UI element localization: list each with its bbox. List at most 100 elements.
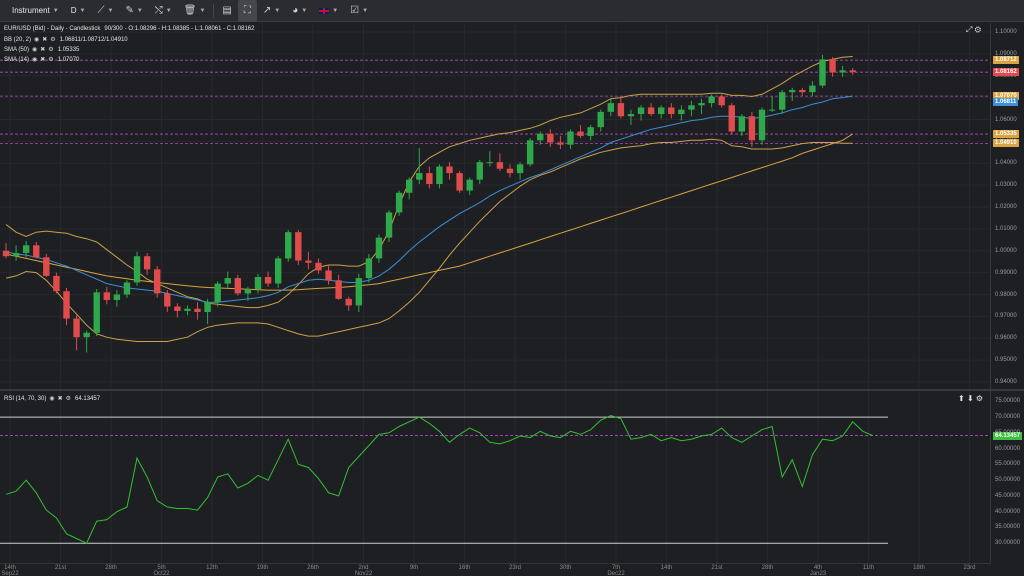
price-chart-pane[interactable]: EUR/USD (Bid) - Daily - Candlestick 90/3… [0,23,990,389]
pane-divider[interactable] [0,389,1024,391]
candle-body [597,111,604,128]
cursor-tool-button[interactable]: ⤭ ▼ [149,0,178,22]
price-axis[interactable]: 1.100001.090001.080001.070001.060001.050… [990,23,1024,389]
rsi-axis-label: 70.00000 [995,414,1021,421]
layout-button[interactable]: ▤ [216,0,237,22]
price-axis-label: 0.94000 [995,379,1017,385]
bb-label: BB (20, 2) [4,36,32,43]
line-tool-icon: ⟋ [97,5,105,16]
candle-body [295,232,302,261]
rsi-value: 64.13457 [75,395,101,402]
settings-checkbox-button[interactable]: ☑ ▼ [344,0,374,22]
time-axis-label: 14th Sep22 [1,565,19,576]
sma14-value: 1.07070 [57,56,80,63]
time-axis-label: 28th [761,565,774,571]
time-axis-label: 28th [105,565,117,571]
trash-icon: 🗑 [183,5,197,16]
gear-icon[interactable]: ⚙ [65,396,72,402]
pencil-tool-button[interactable]: ✎ ▼ [119,0,148,22]
candle-body [93,292,100,333]
time-axis[interactable]: 14th Sep22 21st 28th 5th Oct22 12th 19th 26th 2… [0,563,990,576]
eye-icon[interactable]: ◉ [32,47,38,53]
candle-body [466,179,473,191]
candle-body [315,262,322,271]
candle-body [123,282,131,295]
language-button[interactable]: ▼ [313,0,344,22]
crosshair-icon: ⛶ [243,5,251,16]
candle-body [174,306,181,311]
rsi-axis-label: 60.00000 [995,445,1021,452]
crosshair-button[interactable]: ⛶ [237,0,257,22]
candle-body [799,89,806,93]
theme-button[interactable]: ◕ ▼ [286,0,313,22]
layout-icon: ▤ [222,5,232,16]
delete-button[interactable]: 🗑 ▼ [178,0,212,22]
chevron-down-icon: ▼ [301,7,308,14]
rsi-axis[interactable]: 75.0000070.0000065.0000060.0000055.00000… [990,391,1024,563]
time-axis-label: 7th Dec22 [607,565,625,576]
instrument-menu[interactable]: Instrument ▼ [6,0,65,22]
candle-body [395,192,403,213]
toolbar: Instrument ▼ D ▼ ⟋ ▼ ✎ ▼ ⤭ ▼ 🗑 ▼ ▤ ⛶ ↗ ▼ ◕ ▼ ▼… [0,0,1024,22]
candle-body [184,308,191,311]
gear-icon[interactable]: ⚙ [48,47,54,53]
candle-body [617,103,625,117]
candle-body [748,116,756,141]
price-badge: 1.04910 [993,139,1019,148]
close-icon[interactable]: ✖ [40,47,46,53]
close-icon[interactable]: ✖ [40,57,46,63]
rsi-chart[interactable] [0,391,990,563]
time-axis-label: 5th Oct22 [153,565,170,576]
rsi-pane-controls[interactable]: ⬆ ⬇ ⚙ [958,394,983,403]
instrument-label: Instrument [12,6,50,15]
sma14-label: SMA (14) [4,56,30,63]
rsi-pane[interactable]: RSI (14, 70, 30) ◉ ✖ ⚙ 64.13457 ⬆ ⬇ ⚙ [0,391,990,563]
candle-body [164,293,171,307]
timeframe-menu[interactable]: D ▼ [65,0,92,22]
candle-body [587,127,594,136]
price-axis-label: 0.96000 [995,335,1017,342]
rsi-legend: RSI (14, 70, 30) ◉ ✖ ⚙ 64.13457 [4,395,101,403]
candle-body [526,140,534,165]
bar-range: 90/300 [104,26,123,32]
gear-icon[interactable]: ⚙ [48,57,54,63]
time-axis-label: 23rd [963,565,976,571]
cursor-tool-icon: ⤭ [154,5,163,16]
price-axis-label: 1.06000 [995,116,1017,123]
candle-body [365,258,373,279]
eye-icon[interactable]: ◉ [49,396,55,402]
gear-icon[interactable]: ⚙ [50,37,56,43]
sma50-legend: SMA (50) ◉ ✖ ⚙ 1.05335 [4,46,79,54]
chevron-down-icon: ▼ [136,7,143,14]
eye-icon[interactable]: ◉ [32,57,38,63]
sma50-line [5,133,853,291]
candle-body [839,70,846,73]
price-badge: 1.08162 [993,68,1019,77]
instrument-legend: EUR/USD (Bid) - Daily - Candlestick 90/3… [4,26,254,32]
rsi-axis-label: 30.00000 [995,540,1021,547]
bb-lower-line [5,138,853,342]
close-icon[interactable]: ✖ [57,396,63,402]
expand-pane-button[interactable]: ⤢ ⚙ [966,25,981,35]
candle-body [285,232,292,259]
time-axis-label: 4th Jan23 [809,565,827,576]
rsi-axis-label: 40.00000 [995,508,1021,515]
arrow-icon: ↗ [262,5,272,16]
price-badge: 1.05335 [993,130,1019,139]
flag-uk-icon [319,7,330,14]
close-icon[interactable]: ✖ [42,37,48,43]
checkbox-icon: ☑ [350,5,360,16]
candle-body [113,294,121,300]
eye-icon[interactable]: ◉ [34,37,40,43]
arrow-tool-button[interactable]: ↗ ▼ [257,0,286,22]
price-axis-label: 1.00000 [995,247,1017,254]
line-tool-button[interactable]: ⟋ ▼ [91,0,119,22]
chevron-down-icon: ▼ [107,7,114,14]
candle-body [698,103,705,106]
time-axis-label: 11th [862,565,875,571]
price-axis-label: 0.97000 [995,313,1017,320]
price-chart[interactable] [0,23,990,389]
price-axis-label: 1.02000 [995,204,1017,210]
candle-body [789,89,796,93]
candle-body [103,292,110,300]
